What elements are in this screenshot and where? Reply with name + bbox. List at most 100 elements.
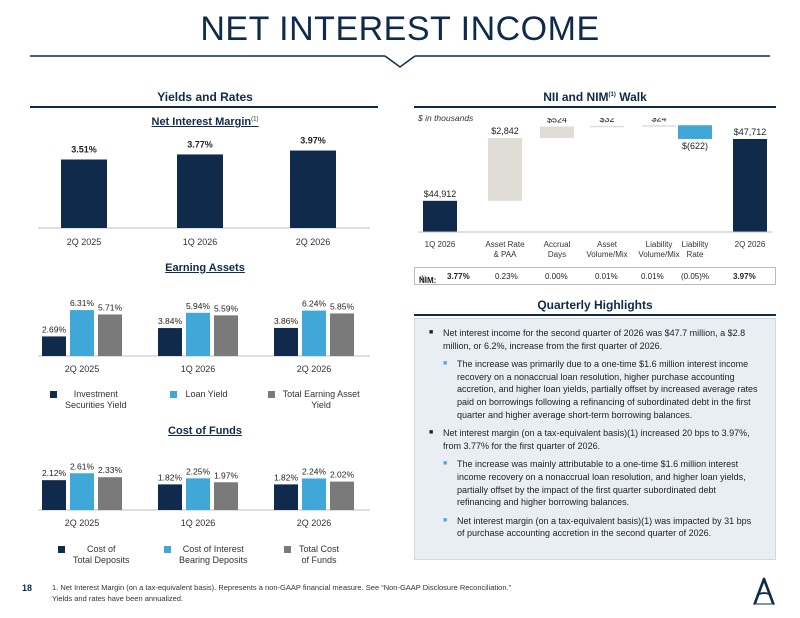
earning-assets-bar bbox=[186, 312, 210, 356]
bullet-icon: ■ bbox=[443, 360, 448, 368]
nim-bar-label: 3.77% bbox=[187, 139, 213, 149]
earning-assets-bar bbox=[214, 315, 238, 356]
footnote-line: Yields and rates have been annualized. bbox=[52, 593, 184, 603]
earning-assets-legend: Investment Securities Yield Loan Yield To… bbox=[50, 389, 370, 411]
highlight-text: The increase was mainly attributable to … bbox=[457, 459, 746, 508]
category-label: 2Q 2025 bbox=[65, 518, 100, 528]
cost-of-funds-bar bbox=[330, 481, 354, 510]
legend-swatch bbox=[284, 546, 291, 553]
walk-bar-label: $2,842 bbox=[491, 126, 519, 136]
legend-label: Cost of Interest Bearing Deposits bbox=[179, 544, 248, 565]
yields-rates-header: Yields and Rates bbox=[157, 90, 253, 104]
earning-assets-bar bbox=[98, 314, 122, 356]
legend-label: Total Earning Asset Yield bbox=[282, 389, 360, 410]
cost-of-funds-bar bbox=[158, 484, 182, 510]
highlight-subbullet: ■ The increase was mainly attributable to… bbox=[429, 458, 761, 508]
earning-assets-bar bbox=[158, 328, 182, 356]
legend-label: Total Cost of Funds bbox=[299, 544, 340, 565]
highlights-header: Quarterly Highlights bbox=[537, 298, 653, 312]
walk-bar bbox=[733, 138, 767, 232]
nim-value: 0.01% bbox=[595, 272, 618, 281]
category-label: Rate bbox=[687, 250, 704, 259]
earning-assets-chart: 2.69% 6.31% 5.71% 2Q 2025 3.84%5.94% 5.59% 1Q … bbox=[38, 298, 370, 374]
legend-label: Cost of Total Deposits bbox=[73, 544, 130, 565]
earning-assets-bar bbox=[42, 336, 66, 356]
category-label: Asset Rate bbox=[485, 240, 525, 249]
earning-assets-title: Earning Assets bbox=[165, 262, 245, 274]
category-label: 2Q 2026 bbox=[297, 518, 332, 528]
highlight-text: Net interest income for the second quart… bbox=[443, 328, 746, 351]
nim-bar bbox=[177, 154, 223, 228]
category-label: & PAA bbox=[494, 250, 518, 259]
nim-chart: 3.51% 2Q 2025 3.77% 1Q 2026 3.97% 2Q 2026 bbox=[38, 136, 370, 247]
legend-item-investment: Investment Securities Yield bbox=[50, 389, 152, 411]
walk-bar bbox=[488, 138, 522, 201]
cost-of-funds-bar-label: 2.12% bbox=[42, 468, 67, 478]
earning-assets-bar-label: 3.86% bbox=[274, 316, 299, 326]
nim-row: NIM: (1) 3.77% 0.23% 0.00% 0.01% 0.01% (0… bbox=[414, 267, 776, 285]
walk-bar-label: $44,912 bbox=[424, 189, 457, 199]
cost-of-funds-bar bbox=[186, 478, 210, 510]
legend-label: Loan Yield bbox=[185, 389, 228, 399]
earning-assets-bar-label: 2.69% bbox=[42, 324, 67, 334]
title-divider bbox=[30, 55, 770, 68]
earning-assets-bar-label: 6.31% bbox=[70, 298, 95, 308]
earning-assets-bar bbox=[302, 310, 326, 356]
cost-of-funds-bar-label: 2.02% bbox=[330, 470, 355, 480]
legend-item-loan: Loan Yield bbox=[170, 389, 263, 411]
category-label: 1Q 2026 bbox=[181, 364, 216, 374]
cost-of-funds-bar-label: 2.25% bbox=[186, 466, 211, 476]
cost-of-funds-title: Cost of Funds bbox=[168, 425, 242, 437]
highlights-rule bbox=[414, 314, 776, 316]
nim-bar bbox=[290, 150, 336, 228]
earning-assets-bar-label: 6.24% bbox=[302, 299, 327, 309]
legend-swatch bbox=[267, 391, 275, 398]
walk-bar-label: $524 bbox=[547, 118, 567, 124]
earning-assets-bar bbox=[330, 313, 354, 356]
category-label: 1Q 2026 bbox=[181, 518, 216, 528]
cost-of-funds-bar-label: 1.97% bbox=[214, 470, 239, 480]
category-label: Accrual bbox=[544, 240, 571, 249]
legend-item-total-earning: Total Earning Asset Yield bbox=[267, 389, 370, 411]
nim-value: 0.23% bbox=[495, 272, 518, 281]
legend-swatch bbox=[164, 546, 171, 553]
walk-bar-label: $(622) bbox=[682, 141, 708, 151]
legend-swatch bbox=[50, 391, 57, 398]
category-label: Liability bbox=[682, 240, 709, 249]
legend-item-interest-bearing: Cost of Interest Bearing Deposits bbox=[164, 544, 284, 566]
earning-assets-bar-label: 5.59% bbox=[214, 303, 239, 313]
legend-item-deposits: Cost of Total Deposits bbox=[58, 544, 158, 566]
highlights-box: ■ Net interest income for the second quar… bbox=[414, 318, 776, 560]
walk-bar bbox=[642, 125, 676, 127]
nim-value: 0.01% bbox=[641, 272, 664, 281]
category-label: 1Q 2026 bbox=[425, 240, 456, 249]
walk-bar-label: $24 bbox=[651, 118, 666, 123]
cost-of-funds-bar bbox=[42, 480, 66, 510]
highlight-text: Net interest margin (on a tax-equivalent… bbox=[457, 515, 752, 539]
cost-of-funds-bar-label: 1.82% bbox=[274, 472, 299, 482]
yields-rates-rule bbox=[30, 106, 378, 108]
earning-assets-bar-label: 5.71% bbox=[98, 302, 123, 312]
footnote: 1. Net Interest Margin (on a tax-equival… bbox=[52, 583, 511, 604]
nii-walk-rule bbox=[414, 106, 776, 108]
category-label: Asset bbox=[597, 240, 618, 249]
nim-bar-label: 3.51% bbox=[71, 145, 97, 155]
cost-of-funds-legend: Cost of Total Deposits Cost of Interest Be… bbox=[58, 544, 378, 566]
earning-assets-bar-label: 3.84% bbox=[158, 316, 183, 326]
category-label: 1Q 2026 bbox=[183, 237, 218, 247]
cost-of-funds-bar bbox=[98, 477, 122, 510]
bullet-icon: ■ bbox=[443, 460, 448, 468]
legend-item-total-cost: Total Cost of Funds bbox=[284, 544, 374, 566]
page-number: 18 bbox=[22, 583, 33, 593]
nim-value: 3.97% bbox=[733, 272, 756, 281]
walk-bar bbox=[540, 126, 574, 139]
bullet-icon: ■ bbox=[429, 329, 434, 336]
nii-walk-header: NII and NIM(1) Walk bbox=[543, 90, 647, 104]
company-logo-icon bbox=[753, 577, 775, 605]
highlight-bullet: ■ Net interest income for the second quar… bbox=[429, 327, 761, 352]
walk-bar-label: $47,712 bbox=[734, 127, 767, 137]
bullet-icon: ■ bbox=[443, 516, 448, 524]
legend-label: Investment Securities Yield bbox=[65, 389, 127, 410]
